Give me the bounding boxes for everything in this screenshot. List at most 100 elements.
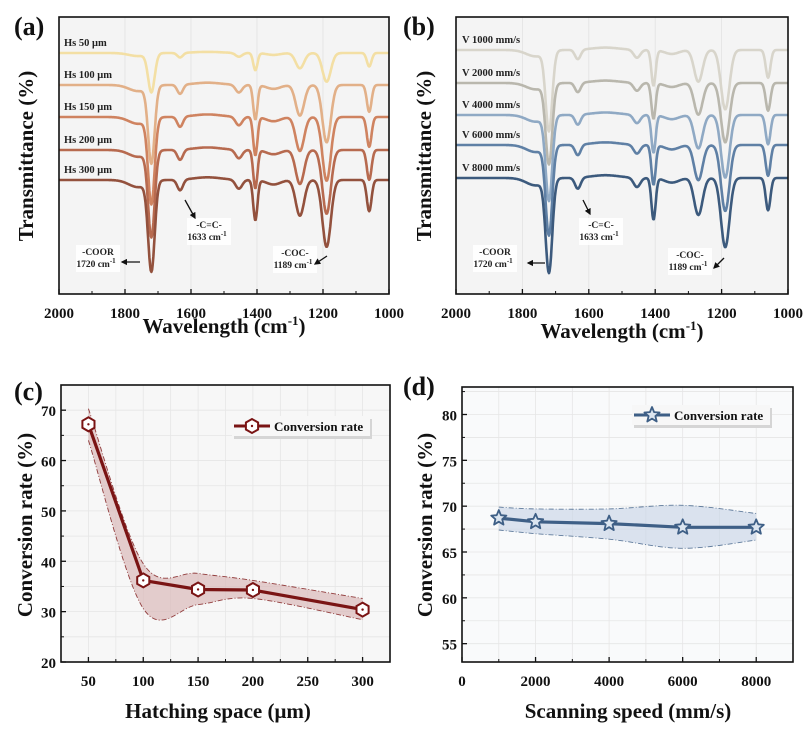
x-tick-label: 1200 <box>707 306 737 322</box>
marker-dot <box>142 579 145 582</box>
y-ticks-c: 20 30 40 50 60 70 <box>41 404 66 672</box>
annotation-box <box>273 246 317 273</box>
annotation-label: -C=C- <box>196 221 221 231</box>
panel-d: (d) Conversion rate 0 2000 4000 6000 8000 55… <box>403 372 794 723</box>
annotation-wavenumber: 1189 cm-1 <box>274 258 313 271</box>
annotation-label: -COC- <box>676 251 703 261</box>
x-tick-label: 1800 <box>507 306 537 322</box>
marker-dot <box>250 424 254 428</box>
band-upper-edge <box>498 504 757 514</box>
x-tick-label: 0 <box>458 674 466 690</box>
spectrum-curve <box>58 50 390 94</box>
x-tick-label: 2000 <box>521 674 551 690</box>
y-axis-title-b: Transmittance (%) <box>412 71 436 242</box>
spectrum-curve <box>455 79 789 166</box>
x-tick-label: 1600 <box>574 306 604 322</box>
y-tick-label: 55 <box>442 638 457 654</box>
confidence-band-c <box>87 408 363 621</box>
x-tick-label: 1400 <box>640 306 670 322</box>
star-marker <box>600 514 618 531</box>
x-axis-title-d: Scanning speed (mm/s) <box>525 699 732 723</box>
y-tick-label: 70 <box>41 404 56 420</box>
x-tick-label: 300 <box>351 674 374 690</box>
star-marker <box>527 512 545 530</box>
y-axis-title-d: Conversion rate (%) <box>413 433 437 617</box>
annotation-box <box>76 245 120 272</box>
band-fill <box>88 408 363 621</box>
series-label: Hs 200 μm <box>64 135 112 146</box>
curves-a <box>58 50 390 274</box>
annotation-box <box>473 245 517 272</box>
series-label: Hs 300 μm <box>64 165 112 176</box>
series-label: V 2000 mm/s <box>462 68 520 79</box>
annotation-label: -COOR <box>479 248 511 258</box>
curves-b <box>455 46 789 275</box>
y-tick-label: 50 <box>41 505 56 521</box>
spectrum-curve <box>455 46 789 133</box>
series-label: Hs 150 μm <box>64 102 112 113</box>
x-tick-label: 2000 <box>44 306 74 322</box>
star-marker <box>490 509 508 526</box>
marker-dot <box>361 608 364 611</box>
x-tick-label: 100 <box>132 674 155 690</box>
x-ticks-c: 50 100 150 200 250 300 <box>81 657 374 690</box>
x-tick-label: 1000 <box>773 306 803 322</box>
x-tick-label: 1400 <box>242 306 272 322</box>
x-tick-label: 8000 <box>741 674 771 690</box>
spectrum-curve <box>455 111 789 203</box>
series-labels-a: Hs 50 μm Hs 100 μm Hs 150 μm Hs 200 μm Hs 30… <box>64 38 112 176</box>
annotation-arrow <box>582 199 591 216</box>
x-tick-label: 50 <box>81 674 96 690</box>
annotation-arrow <box>713 257 725 269</box>
spectrum-curve <box>58 81 390 166</box>
band-lower-edge <box>498 529 757 549</box>
series-labels-b: V 1000 mm/s V 2000 mm/s V 4000 mm/s V 6000 … <box>462 35 520 174</box>
panel-label-b: (b) <box>403 12 435 41</box>
y-tick-label: 60 <box>442 592 457 608</box>
band-lower-edge <box>87 440 363 621</box>
spectrum-curve <box>455 173 789 275</box>
star-marker <box>747 518 765 535</box>
legend-box <box>232 416 370 436</box>
y-tick-label: 65 <box>442 546 457 562</box>
legend-c: Conversion rate <box>232 416 372 439</box>
annotation-wavenumber: 1189 cm-1 <box>669 260 708 273</box>
legend-label: Conversion rate <box>674 408 763 423</box>
star-marker <box>674 518 692 535</box>
x-tick-label: 1800 <box>110 306 140 322</box>
annotation-label: -COOR <box>82 248 114 258</box>
y-tick-label: 20 <box>41 656 56 672</box>
annotation-wavenumber: 1720 cm-1 <box>473 257 513 270</box>
y-axis-title-c: Conversion rate (%) <box>13 433 37 617</box>
star-marker <box>643 406 661 423</box>
annotation-wavenumber: 1720 cm-1 <box>76 257 116 270</box>
x-axis-title-a: Wavelength (cm-1) <box>142 313 305 338</box>
panel-label-a: (a) <box>14 12 44 41</box>
panel-b: (b) V 1000 mm/s V 2000 mm/s V 4000 mm/s V 6… <box>403 12 803 343</box>
x-tick-label: 6000 <box>668 674 698 690</box>
panel-label-c: (c) <box>14 377 43 406</box>
x-ticks-d: 0 2000 4000 6000 8000 <box>458 657 771 690</box>
legend-label: Conversion rate <box>274 419 363 434</box>
x-tick-label: 2000 <box>441 306 471 322</box>
y-axis-title-a: Transmittance (%) <box>14 71 38 242</box>
marker-dot <box>87 423 90 426</box>
series-label: Hs 50 μm <box>64 38 107 49</box>
marker-dot <box>196 588 200 591</box>
panel-label-d: (d) <box>403 372 435 401</box>
x-tick-label: 250 <box>297 674 320 690</box>
x-tick-label: 150 <box>187 674 210 690</box>
spectrum-curve <box>455 141 789 237</box>
legend-d: Conversion rate <box>632 405 772 428</box>
annotation-label: -C=C- <box>588 221 613 231</box>
annotation-label: -COC- <box>281 249 308 259</box>
x-tick-label: 200 <box>242 674 265 690</box>
x-tick-label: 4000 <box>594 674 624 690</box>
series-label: V 6000 mm/s <box>462 130 520 141</box>
grid-d <box>462 387 793 662</box>
annotation-box <box>579 218 623 245</box>
y-tick-label: 75 <box>442 454 457 470</box>
